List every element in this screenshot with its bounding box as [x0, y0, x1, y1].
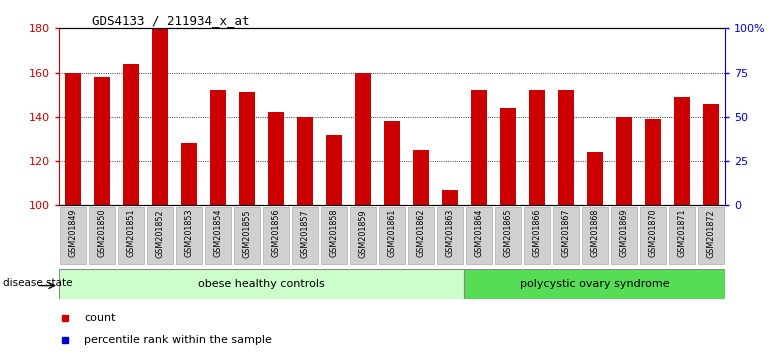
- FancyBboxPatch shape: [698, 206, 724, 264]
- Text: GSM201851: GSM201851: [127, 209, 136, 257]
- Text: GSM201869: GSM201869: [619, 209, 628, 257]
- Text: GSM201864: GSM201864: [474, 209, 484, 257]
- Text: GSM201850: GSM201850: [98, 209, 107, 257]
- Text: polycystic ovary syndrome: polycystic ovary syndrome: [520, 279, 670, 289]
- Text: GSM201852: GSM201852: [156, 209, 165, 258]
- Bar: [65, 73, 82, 205]
- Bar: [152, 28, 169, 205]
- Text: disease state: disease state: [3, 278, 72, 287]
- Text: GSM201849: GSM201849: [69, 209, 78, 257]
- Text: GSM201871: GSM201871: [677, 209, 686, 257]
- Text: GSM201866: GSM201866: [532, 209, 542, 257]
- Bar: [355, 73, 371, 205]
- Bar: [268, 113, 284, 205]
- Bar: [587, 152, 603, 205]
- Bar: [471, 90, 487, 205]
- Bar: [326, 135, 342, 205]
- FancyBboxPatch shape: [118, 206, 144, 264]
- FancyBboxPatch shape: [263, 206, 289, 264]
- FancyBboxPatch shape: [408, 206, 434, 264]
- Text: count: count: [84, 313, 115, 323]
- Bar: [384, 121, 400, 205]
- Text: GSM201859: GSM201859: [358, 209, 368, 258]
- FancyBboxPatch shape: [669, 206, 695, 264]
- Bar: [123, 64, 140, 205]
- FancyBboxPatch shape: [147, 206, 173, 264]
- Bar: [464, 269, 725, 299]
- FancyBboxPatch shape: [611, 206, 637, 264]
- Text: GSM201863: GSM201863: [445, 209, 455, 257]
- Bar: [673, 97, 690, 205]
- Bar: [500, 108, 516, 205]
- Text: percentile rank within the sample: percentile rank within the sample: [84, 335, 272, 345]
- Text: GSM201856: GSM201856: [271, 209, 281, 257]
- Bar: [558, 90, 574, 205]
- Text: GSM201862: GSM201862: [416, 209, 426, 257]
- Bar: [210, 90, 226, 205]
- FancyBboxPatch shape: [524, 206, 550, 264]
- FancyBboxPatch shape: [321, 206, 347, 264]
- Bar: [615, 117, 632, 205]
- FancyBboxPatch shape: [292, 206, 318, 264]
- Text: GSM201858: GSM201858: [329, 209, 339, 257]
- Bar: [702, 104, 719, 205]
- Text: GSM201853: GSM201853: [185, 209, 194, 257]
- FancyBboxPatch shape: [205, 206, 231, 264]
- Bar: [529, 90, 545, 205]
- Text: obese healthy controls: obese healthy controls: [198, 279, 325, 289]
- FancyBboxPatch shape: [350, 206, 376, 264]
- Bar: [644, 119, 661, 205]
- Text: GSM201870: GSM201870: [648, 209, 657, 257]
- FancyBboxPatch shape: [234, 206, 260, 264]
- Bar: [297, 117, 313, 205]
- FancyBboxPatch shape: [553, 206, 579, 264]
- Text: GSM201872: GSM201872: [706, 209, 715, 258]
- FancyBboxPatch shape: [437, 206, 463, 264]
- Text: GSM201861: GSM201861: [387, 209, 397, 257]
- FancyBboxPatch shape: [89, 206, 115, 264]
- Text: GSM201857: GSM201857: [300, 209, 310, 258]
- FancyBboxPatch shape: [582, 206, 608, 264]
- Text: GSM201855: GSM201855: [242, 209, 252, 258]
- FancyBboxPatch shape: [379, 206, 405, 264]
- FancyBboxPatch shape: [640, 206, 666, 264]
- Text: GSM201868: GSM201868: [590, 209, 599, 257]
- Bar: [59, 269, 464, 299]
- FancyBboxPatch shape: [60, 206, 86, 264]
- FancyBboxPatch shape: [466, 206, 492, 264]
- Text: GSM201865: GSM201865: [503, 209, 513, 257]
- Text: GSM201867: GSM201867: [561, 209, 570, 257]
- Bar: [442, 190, 458, 205]
- Text: GSM201854: GSM201854: [214, 209, 223, 257]
- Bar: [239, 92, 255, 205]
- FancyBboxPatch shape: [495, 206, 521, 264]
- Bar: [94, 77, 111, 205]
- Text: GDS4133 / 211934_x_at: GDS4133 / 211934_x_at: [93, 14, 249, 27]
- Bar: [181, 143, 197, 205]
- Bar: [413, 150, 429, 205]
- FancyBboxPatch shape: [176, 206, 202, 264]
